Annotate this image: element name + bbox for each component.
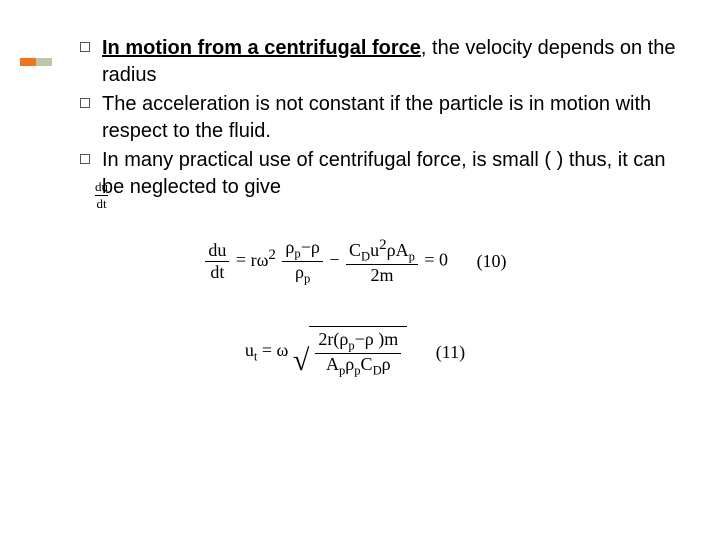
eq10-equals: = [236, 250, 251, 270]
eq10-rhs1: rω2 [251, 250, 276, 270]
eq11-rad-bot-c: C [361, 354, 373, 374]
eq10-rhs2-bot: ρp [282, 262, 322, 286]
eq10-zero: = 0 [424, 250, 448, 270]
eq10-rhs3-top-b: u [370, 240, 379, 260]
eq10-rhs2-top: ρp−ρ [282, 237, 322, 262]
eq11-rad-bot-b: ρ [345, 354, 354, 374]
slide: In motion from a centrifugal force, the … [0, 0, 720, 540]
eq10-rhs3-top-a-sub: D [361, 250, 370, 264]
eq10-lhs-top: du [205, 240, 229, 262]
eq10-rhs2-bot-a-sub: p [304, 272, 310, 286]
bullet-item-2: The acceleration is not constant if the … [80, 91, 680, 145]
eq11-rad-bot-c-sub: D [373, 364, 382, 378]
eq10-rhs3-top-b-exp: 2 [379, 237, 387, 253]
eq11-sqrt: √ 2r(ρp−ρ )m ApρpCDρ [293, 326, 407, 378]
bullet-item-3: In many practical use of centrifugal for… [80, 147, 680, 201]
eq11-rad-top-a: 2r(ρ [318, 329, 348, 349]
bullet-list: In motion from a centrifugal force, the … [80, 35, 680, 201]
eq10-rhs2-top-b: −ρ [301, 237, 320, 257]
radical-icon: √ [293, 326, 309, 378]
eq10-lhs-frac: du dt [205, 240, 229, 282]
eq10-minus: − [329, 250, 344, 270]
bullet-text-2: The acceleration is not constant if the … [102, 91, 680, 145]
bullet-marker-icon [80, 154, 90, 164]
accent-bar-1 [20, 58, 36, 66]
eq10-rhs3-top: CDu2ρAp [346, 237, 418, 265]
eq11-radicand: 2r(ρp−ρ )m ApρpCDρ [309, 326, 407, 378]
accent-bars [20, 58, 52, 66]
bullet-marker-icon [80, 98, 90, 108]
eq10-lhs-bot: dt [205, 262, 229, 283]
eq11-number: (11) [436, 342, 465, 363]
eq11-eq: = [262, 340, 277, 360]
eq11-lhs: ut [245, 340, 258, 360]
accent-bar-2 [36, 58, 52, 66]
eq11-rad-top-b: −ρ )m [355, 329, 399, 349]
bullet-text-3: In many practical use of centrifugal for… [102, 147, 680, 201]
eq10-rhs1-base: rω [251, 250, 269, 270]
eq11-rad-top: 2r(ρp−ρ )m [315, 329, 401, 354]
eq11-rad-bot: ApρpCDρ [315, 354, 401, 378]
eq10-rhs3-top-c-sub: p [409, 250, 415, 264]
eq11-rad-frac: 2r(ρp−ρ )m ApρpCDρ [315, 329, 401, 378]
eq10-rhs2-bot-a: ρ [295, 262, 304, 282]
eq10-rhs3-top-c: ρA [387, 240, 409, 260]
equation-11: ut = ω √ 2r(ρp−ρ )m ApρpCDρ (11) [30, 326, 680, 378]
inline-derivative-top: du [95, 179, 108, 196]
eq10-rhs1-exp: 2 [268, 247, 276, 263]
eq10-rhs3-frac: CDu2ρAp 2m [346, 237, 418, 286]
eq10-number: (10) [477, 251, 507, 272]
bullet-marker-icon [80, 42, 90, 52]
eq11-rad-bot-a: A [326, 354, 339, 374]
eq10-rhs3-top-a: C [349, 240, 361, 260]
inline-derivative-bot: dt [95, 196, 108, 212]
bullet-text-1: In motion from a centrifugal force, the … [102, 35, 680, 89]
eq11-omega: ω [277, 340, 289, 360]
bullet-lead-1: In motion from a centrifugal force [102, 37, 421, 59]
bullet-item-1: In motion from a centrifugal force, the … [80, 35, 680, 89]
eq11-lhs-a-sub: t [254, 350, 258, 364]
eq11-lhs-a: u [245, 340, 254, 360]
eq11-rad-bot-d: ρ [382, 354, 391, 374]
eq10-rhs2-frac: ρp−ρ ρp [282, 237, 322, 286]
equation-10: du dt = rω2 ρp−ρ ρp − CDu2ρAp 2m = 0 (10… [30, 237, 680, 286]
eq10-rhs3-bot: 2m [346, 265, 418, 286]
inline-derivative: du dt [95, 179, 108, 212]
